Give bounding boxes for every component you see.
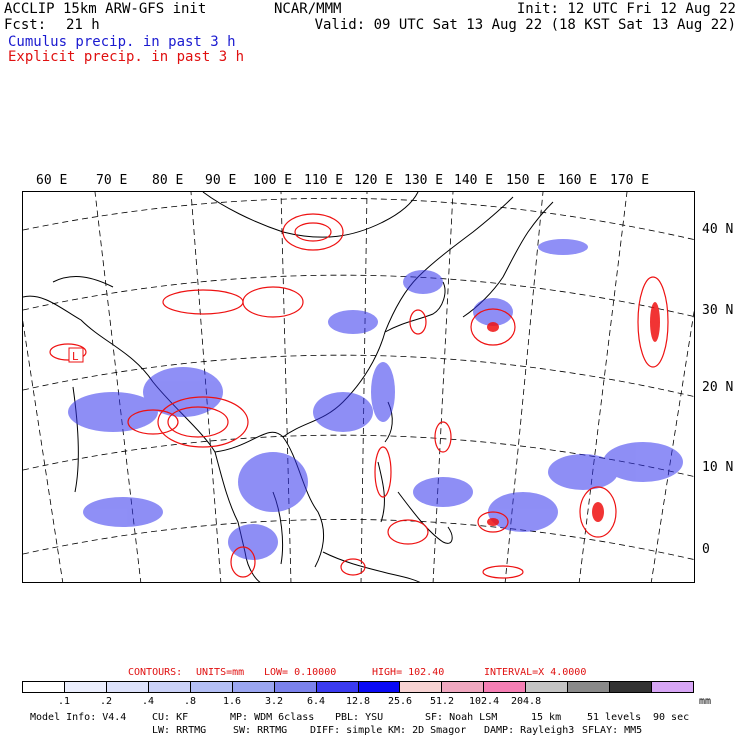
lon-label: 130 E (404, 173, 444, 188)
low-pressure-label: L (72, 350, 79, 363)
model-title: ACCLIP 15km ARW-GFS init (4, 1, 207, 17)
contours-interval: INTERVAL=X 4.0000 (484, 667, 587, 678)
model-info-pbl: PBL: YSU (335, 712, 384, 723)
explicit-precip (49, 213, 669, 579)
valid-time: Valid: 09 UTC Sat 13 Aug 22 (18 KST Sat … (314, 17, 736, 33)
colorbar-swatch (106, 682, 149, 692)
lon-label: 110 E (304, 173, 344, 188)
colorbar-swatch (400, 682, 443, 692)
lat-label: 30 N (702, 303, 734, 318)
colorbar-swatch (274, 682, 317, 692)
lon-label: 60 E (36, 173, 68, 188)
colorbar-tick-label: .4 (142, 696, 155, 707)
model-info-sflay: SFLAY: MM5 (582, 725, 643, 736)
colorbar-swatch (568, 682, 611, 692)
precip-colorbar (22, 681, 694, 693)
colorbar-tick-label: 1.6 (223, 696, 242, 707)
contours-high: HIGH= 102.40 (372, 667, 445, 678)
lon-label: 140 E (454, 173, 494, 188)
model-info-diff: DIFF: simple (310, 725, 383, 736)
map-canvas: L (23, 192, 694, 582)
model-info-damp: DAMP: Rayleigh3 (484, 725, 575, 736)
explicit-precip-core (487, 302, 660, 526)
colorbar-swatch (442, 682, 485, 692)
model-info-timestep: 90 sec (653, 712, 690, 723)
colorbar-swatch (190, 682, 233, 692)
model-info-sf: SF: Noah LSM (425, 712, 498, 723)
model-info-mp: MP: WDM 6class (230, 712, 315, 723)
organization-label: NCAR/MMM (274, 1, 342, 17)
forecast-hour: 21 h (66, 17, 100, 33)
lon-label: 160 E (558, 173, 598, 188)
lon-label: 90 E (205, 173, 237, 188)
lat-label: 0 (702, 542, 710, 557)
colorbar-tick-label: 204.8 (511, 696, 542, 707)
colorbar-swatch (316, 682, 359, 692)
colorbar-swatch (526, 682, 569, 692)
model-info: Model Info: V4.4 (30, 712, 127, 723)
colorbar-tick-label: .2 (100, 696, 113, 707)
cumulus-legend-label: Cumulus precip. in past 3 h (8, 34, 236, 50)
colorbar-swatch (484, 682, 527, 692)
cumulus-precip (68, 239, 683, 560)
colorbar-tick-label: 3.2 (265, 696, 284, 707)
colorbar-swatch (610, 682, 653, 692)
colorbar-swatch (64, 682, 107, 692)
model-info-km: KM: 2D Smagor (388, 725, 467, 736)
colorbar-unit: mm (699, 696, 712, 707)
colorbar-swatch (148, 682, 191, 692)
colorbar-tick-label: 25.6 (388, 696, 413, 707)
contours-label: CONTOURS: (128, 667, 183, 678)
lat-label: 40 N (702, 222, 734, 237)
lon-label: 120 E (354, 173, 394, 188)
lon-label: 170 E (610, 173, 650, 188)
colorbar-swatch (652, 682, 693, 692)
model-info-lw: LW: RRTMG (152, 725, 207, 736)
explicit-legend-label: Explicit precip. in past 3 h (8, 49, 245, 65)
colorbar-swatch (23, 682, 65, 692)
colorbar-tick-label: 12.8 (346, 696, 371, 707)
colorbar-tick-label: .8 (184, 696, 197, 707)
lon-label: 150 E (506, 173, 546, 188)
lon-label: 80 E (152, 173, 184, 188)
model-info-sw: SW: RRTMG (233, 725, 288, 736)
colorbar-tick-label: 102.4 (469, 696, 500, 707)
lon-label: 70 E (96, 173, 128, 188)
model-info-levels: 51 levels (587, 712, 642, 723)
colorbar-swatch (358, 682, 401, 692)
colorbar-tick-label: 51.2 (430, 696, 455, 707)
model-info-cu: CU: KF (152, 712, 189, 723)
lat-label: 10 N (702, 460, 734, 475)
lat-label: 20 N (702, 380, 734, 395)
init-time: Init: 12 UTC Fri 12 Aug 22 (516, 1, 736, 17)
graticule (23, 192, 694, 582)
forecast-label: Fcst: (4, 17, 47, 33)
low-pressure-marker (68, 347, 84, 363)
model-info-res: 15 km (531, 712, 562, 723)
colorbar-tick-label: 6.4 (307, 696, 326, 707)
contours-low: LOW= 0.10000 (264, 667, 337, 678)
colorbar-swatch (232, 682, 275, 692)
contours-units: UNITS=mm (196, 667, 245, 678)
precip-map: L (22, 191, 695, 583)
lon-label: 100 E (253, 173, 293, 188)
colorbar-tick-label: .1 (58, 696, 71, 707)
